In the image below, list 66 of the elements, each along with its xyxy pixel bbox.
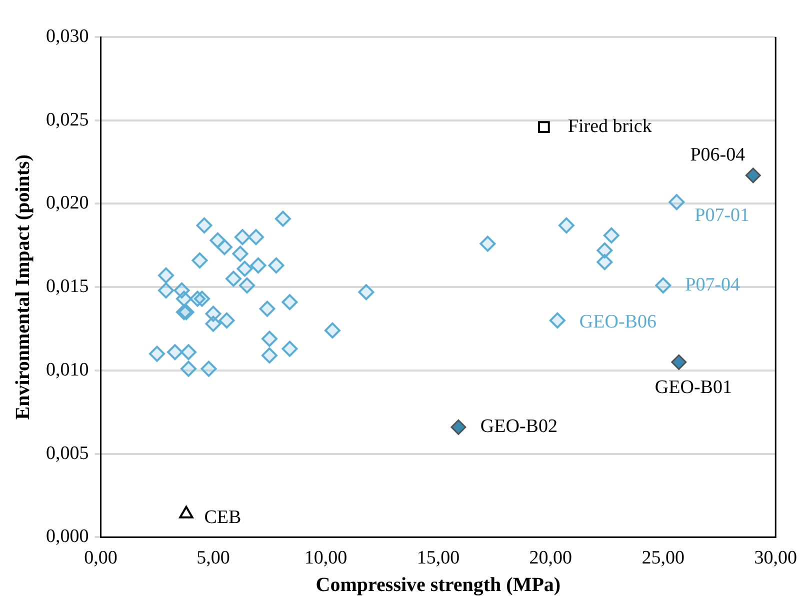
y-tick-label: 0,010 xyxy=(46,359,89,380)
point xyxy=(358,284,374,300)
point xyxy=(558,217,574,234)
annotation: P07-01 xyxy=(694,205,750,226)
point xyxy=(671,354,687,370)
point xyxy=(218,312,235,328)
point xyxy=(324,322,340,338)
annotation: Fired brick xyxy=(568,116,652,138)
x-tick-label: 15,00 xyxy=(416,548,460,569)
point xyxy=(261,330,278,347)
point xyxy=(274,210,291,227)
y-tick-label: 0,030 xyxy=(46,26,89,47)
point xyxy=(234,229,250,246)
annotation: CEB xyxy=(204,506,242,528)
point xyxy=(450,419,466,435)
point xyxy=(232,246,248,262)
x-tick-label: 20,00 xyxy=(529,548,572,569)
point xyxy=(268,257,284,274)
point xyxy=(480,236,496,252)
point xyxy=(596,254,613,270)
annotation: P06-04 xyxy=(690,144,746,166)
point xyxy=(282,340,298,357)
point xyxy=(216,239,232,256)
point xyxy=(549,312,566,328)
point xyxy=(250,257,266,274)
point xyxy=(745,168,761,184)
point xyxy=(180,360,196,377)
annotation: GEO-B02 xyxy=(480,416,558,438)
x-tick-label: 25,00 xyxy=(642,548,685,569)
point xyxy=(225,270,242,287)
point xyxy=(668,194,685,210)
point xyxy=(180,344,196,360)
point xyxy=(238,277,255,294)
point xyxy=(236,260,253,277)
point xyxy=(158,282,174,298)
y-tick-label: 0,015 xyxy=(46,276,89,298)
point xyxy=(200,360,217,377)
x-tick-label: 10,00 xyxy=(304,548,348,569)
point xyxy=(192,252,208,268)
point xyxy=(148,346,165,362)
point xyxy=(259,300,276,317)
point xyxy=(205,316,222,332)
point xyxy=(538,121,550,133)
point xyxy=(248,229,264,246)
point xyxy=(176,290,192,307)
point xyxy=(596,242,613,258)
y-axis-title: Environmental Impact (points) xyxy=(12,154,34,420)
point xyxy=(166,344,183,360)
point xyxy=(194,290,210,307)
x-tick-label: 30,00 xyxy=(754,548,797,569)
point xyxy=(261,347,278,364)
x-tick-label: 0,00 xyxy=(84,548,118,569)
y-tick-label: 0,025 xyxy=(46,109,89,130)
point xyxy=(603,227,620,244)
x-axis-title: Compressive strength (MPa) xyxy=(316,574,561,596)
point xyxy=(158,267,174,284)
annotation: P07-04 xyxy=(685,274,741,296)
y-tick-label: 0,020 xyxy=(46,192,89,214)
annotation: GEO-B06 xyxy=(579,311,656,332)
y-tick-label: 0,000 xyxy=(46,526,89,548)
point xyxy=(196,217,212,234)
point xyxy=(282,294,298,310)
y-tick-label: 0,005 xyxy=(46,442,89,464)
annotation: GEO-B01 xyxy=(654,377,732,398)
x-tick-label: 5,00 xyxy=(196,548,230,569)
point xyxy=(655,277,672,294)
